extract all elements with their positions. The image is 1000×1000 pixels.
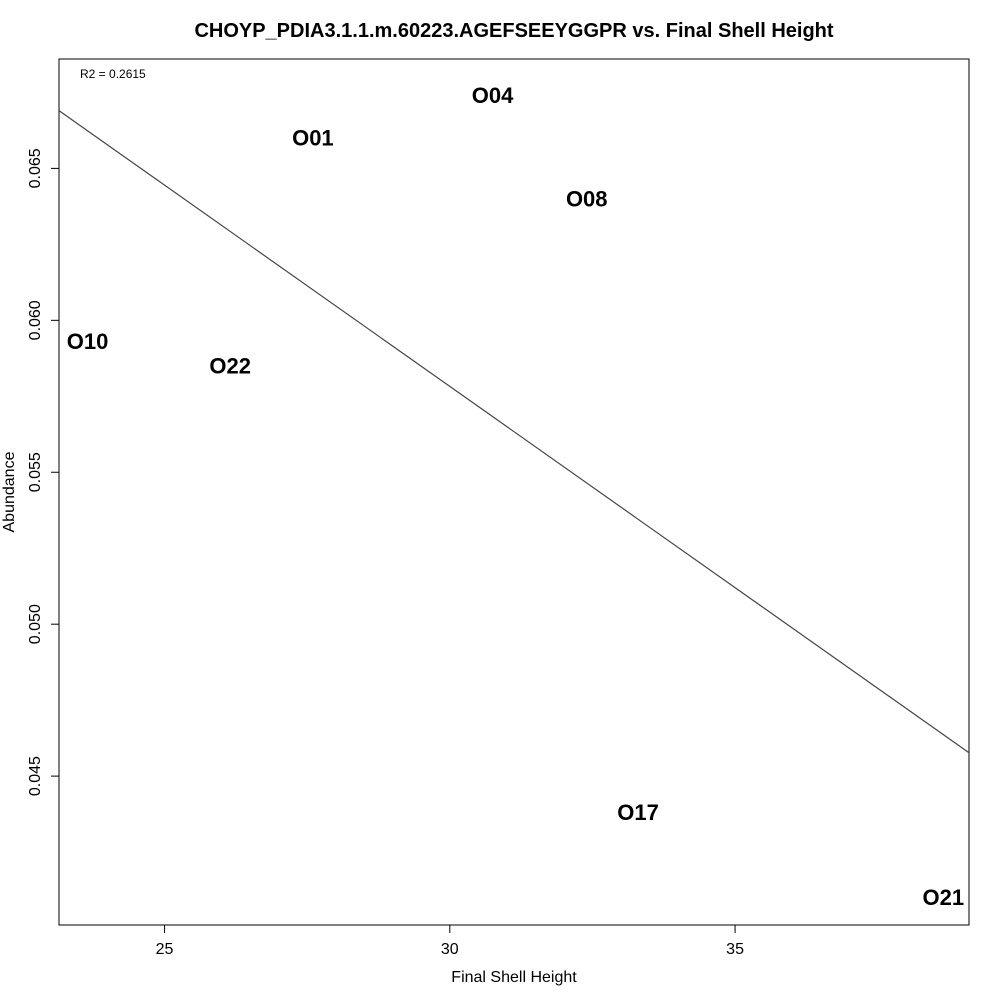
data-point-label: O10 [67,329,109,354]
x-axis-label: Final Shell Height [451,969,577,986]
regression-line-group [58,110,970,754]
y-axis: 0.045 0.050 0.055 0.060 0.065 [27,148,60,796]
data-point-label: O08 [566,186,608,211]
y-axis-label: Abundance [1,451,18,532]
chart-title: CHOYP_PDIA3.1.1.m.60223.AGEFSEEYGGPR vs.… [194,20,833,42]
plot-frame [58,58,970,926]
y-tick-label: 0.045 [27,756,44,796]
y-tick-label: 0.050 [27,604,44,644]
x-axis: 25 30 35 [156,924,744,958]
x-tick-label: 35 [726,941,744,958]
data-point-label: O17 [617,800,659,825]
point-labels: O01 O04 O08 O10 O22 O17 O21 [67,83,964,910]
y-tick-label: 0.055 [27,452,44,492]
y-tick-label: 0.065 [27,148,44,188]
data-point-label: O22 [209,353,251,378]
data-point-label: O04 [472,83,514,108]
r2-annotation: R2 = 0.2615 [80,67,146,81]
data-point-label: O01 [292,126,334,151]
x-tick-label: 25 [156,941,174,958]
regression-line [58,110,970,754]
data-point-label: O21 [923,885,965,910]
x-tick-label: 30 [441,941,459,958]
y-tick-label: 0.060 [27,300,44,340]
